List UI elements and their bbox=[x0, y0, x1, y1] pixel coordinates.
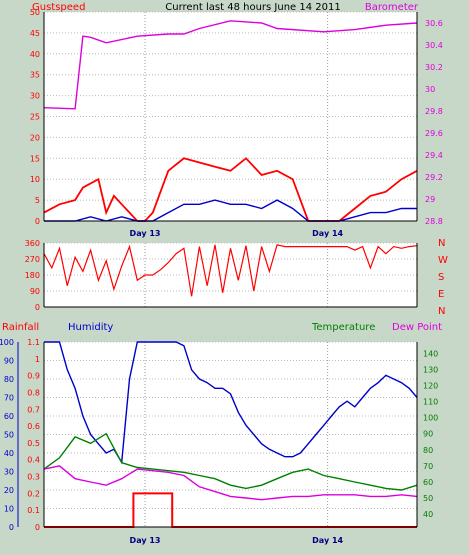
humidity-axis-tick-label: 80 bbox=[4, 375, 14, 384]
rainfall-axis-tick-label: 0.8 bbox=[27, 388, 40, 397]
windspeed-line bbox=[44, 199, 417, 222]
dew-point-line bbox=[43, 465, 418, 501]
gust-axis-tick-label: 10 bbox=[30, 175, 40, 184]
barometer-line bbox=[43, 20, 418, 110]
barometer-axis-tick-label: 30 bbox=[425, 85, 435, 94]
temperature-axis-tick-label: 50 bbox=[423, 494, 433, 503]
gust-axis-tick-label: 20 bbox=[30, 133, 40, 142]
gust-axis-tick-label: 25 bbox=[30, 113, 40, 122]
top-day-label: Day 13 bbox=[130, 229, 161, 238]
temperature-title: Temperature bbox=[311, 322, 375, 333]
dew-point-title: Dew Point bbox=[392, 322, 442, 333]
gust-axis-tick-label: 0 bbox=[35, 217, 40, 226]
axes: 0510152025303540455028.82929.229.429.629… bbox=[0, 8, 448, 545]
humidity-axis-tick-label: 20 bbox=[4, 486, 14, 495]
compass-label: E bbox=[438, 289, 444, 300]
rainfall-axis-tick-label: 0.5 bbox=[27, 439, 40, 448]
humidity-axis-tick-label: 100 bbox=[0, 338, 14, 347]
barometer-axis-tick-label: 30.6 bbox=[425, 19, 443, 28]
direction-axis-tick-label: 360 bbox=[25, 239, 40, 248]
gust-axis-tick-label: 5 bbox=[35, 196, 40, 205]
temperature-axis-tick-label: 120 bbox=[423, 381, 438, 390]
rainfall-axis-tick-label: 0.6 bbox=[27, 422, 40, 431]
direction-axis-tick-label: 180 bbox=[25, 271, 40, 280]
rainfall-title: Rainfall bbox=[2, 322, 39, 333]
gust-axis-tick-label: 35 bbox=[30, 71, 40, 80]
bottom-day-label: Day 14 bbox=[312, 536, 343, 545]
humidity-axis-tick-label: 90 bbox=[4, 357, 14, 366]
direction-axis-tick-label: 0 bbox=[35, 303, 40, 312]
rainfall-axis-tick-label: 0.3 bbox=[27, 473, 40, 482]
wind-direction-line bbox=[43, 244, 418, 297]
rainfall-axis-tick-label: 0.9 bbox=[27, 372, 40, 381]
barometer-axis-tick-label: 30.2 bbox=[425, 63, 443, 72]
barometer-axis-tick-label: 28.8 bbox=[425, 217, 443, 226]
humidity-title: Humidity bbox=[68, 322, 113, 333]
rainfall-axis-tick-label: 0.1 bbox=[27, 506, 40, 515]
humidity-axis-tick-label: 30 bbox=[4, 468, 14, 477]
direction-axis-tick-label: 270 bbox=[25, 255, 40, 264]
humidity-axis-tick-label: 10 bbox=[4, 505, 14, 514]
bottom-day-label: Day 13 bbox=[130, 536, 161, 545]
top-day-label: Day 14 bbox=[312, 229, 343, 238]
temperature-line bbox=[43, 432, 418, 491]
gust-axis-tick-label: 40 bbox=[30, 50, 40, 59]
rainfall-axis-tick-label: 1.1 bbox=[27, 338, 40, 347]
compass-label: N bbox=[438, 306, 445, 317]
temperature-axis-tick-label: 90 bbox=[423, 430, 433, 439]
rainfall-axis-tick-label: 1 bbox=[35, 355, 40, 364]
rainfall-axis-tick-label: 0.2 bbox=[27, 489, 40, 498]
rainfall-axis-tick-label: 0 bbox=[35, 523, 40, 532]
temperature-axis-tick-label: 80 bbox=[423, 446, 433, 455]
chart-title: Current last 48 hours June 14 2011 bbox=[165, 2, 340, 13]
barometer-axis-tick-label: 29.6 bbox=[425, 129, 443, 138]
temperature-axis-tick-label: 130 bbox=[423, 365, 438, 374]
barometer-axis-tick-label: 30.4 bbox=[425, 41, 443, 50]
rainfall-axis-tick-label: 0.4 bbox=[27, 456, 40, 465]
compass-label: N bbox=[438, 238, 445, 249]
barometer-axis-tick-label: 29.8 bbox=[425, 107, 443, 116]
humidity-axis-tick-label: 50 bbox=[4, 431, 14, 440]
humidity-axis-tick-label: 70 bbox=[4, 394, 14, 403]
gust-axis-tick-label: 45 bbox=[30, 29, 40, 38]
humidity-line bbox=[44, 341, 418, 465]
temperature-axis-tick-label: 60 bbox=[423, 478, 433, 487]
temperature-axis-tick-label: 100 bbox=[423, 414, 438, 423]
barometer-title: Barometer bbox=[365, 2, 419, 13]
barometer-axis-tick-label: 29 bbox=[425, 195, 435, 204]
compass-label: S bbox=[438, 272, 444, 283]
temperature-axis-tick-label: 40 bbox=[423, 510, 433, 519]
temperature-axis-tick-label: 110 bbox=[423, 398, 438, 407]
gustspeed-line bbox=[43, 157, 418, 222]
barometer-axis-tick-label: 29.4 bbox=[425, 151, 443, 160]
temperature-axis-tick-label: 140 bbox=[423, 349, 438, 358]
gust-axis-tick-label: 30 bbox=[30, 92, 40, 101]
direction-axis-tick-label: 90 bbox=[30, 287, 40, 296]
rainfall-axis-tick-label: 0.7 bbox=[27, 405, 40, 414]
gust-axis-tick-label: 50 bbox=[30, 8, 40, 17]
humidity-axis-tick-label: 40 bbox=[4, 449, 14, 458]
gust-axis-tick-label: 15 bbox=[30, 154, 40, 163]
gustspeed-title: Gustspeed bbox=[32, 2, 85, 13]
barometer-axis-tick-label: 29.2 bbox=[425, 173, 443, 182]
temperature-axis-tick-label: 70 bbox=[423, 462, 433, 471]
humidity-axis-tick-label: 60 bbox=[4, 412, 14, 421]
humidity-axis-tick-label: 0 bbox=[9, 523, 14, 532]
compass-label: W bbox=[438, 255, 448, 266]
